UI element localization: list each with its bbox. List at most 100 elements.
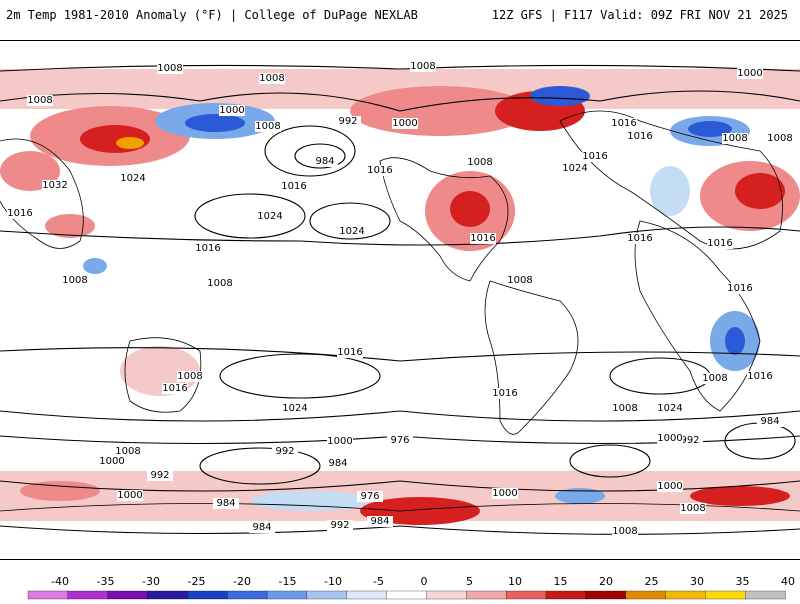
isobar-high xyxy=(219,353,381,399)
coastlines xyxy=(0,110,800,512)
isobar-label-bg xyxy=(99,456,125,467)
isobar-label-bg xyxy=(657,433,683,444)
isobar-label: 1008 xyxy=(255,121,280,132)
isobar-label: 1000 xyxy=(219,105,244,116)
isobar-low xyxy=(199,447,321,485)
isobar-label: 1008 xyxy=(507,275,532,286)
run-info: 12Z GFS | F117 Valid: 09Z FRI NOV 21 202… xyxy=(491,8,788,22)
isobar-label-bg xyxy=(213,498,239,509)
south-indian-warm-core xyxy=(690,486,790,506)
colorbar-tick-label: -10 xyxy=(324,575,342,588)
isobar-label-bg xyxy=(410,61,436,72)
isobar-label-bg xyxy=(627,131,653,142)
colorbar-tick-label: 25 xyxy=(645,575,659,588)
colorbar-swatch xyxy=(745,590,786,600)
isobar-label-bg xyxy=(657,403,683,414)
isobar-label-bg xyxy=(281,181,307,192)
isobar-label-bg xyxy=(737,68,763,79)
colorbar-tick-label: 35 xyxy=(736,575,750,588)
isobar-label: 1024 xyxy=(339,226,364,237)
colorbar-swatch xyxy=(67,590,109,600)
isobar-label-bg xyxy=(327,520,353,531)
isobar-label-bg xyxy=(162,383,188,394)
isobar-label: 984 xyxy=(315,156,334,167)
isobar-label: 1016 xyxy=(727,283,752,294)
isobar-label: 976 xyxy=(360,491,379,502)
isobar-label-bg xyxy=(470,233,496,244)
colorbar-swatch xyxy=(147,590,189,600)
isobar-label-bg xyxy=(612,526,638,537)
isobar-label-bg xyxy=(707,238,733,249)
colorbar-tick-label: 30 xyxy=(690,575,704,588)
africa-coast xyxy=(634,220,761,412)
isobar-label-bg xyxy=(677,435,703,446)
colorbar-swatch xyxy=(227,590,268,600)
colorbar: -40 -35 -30 -25 -20 -15 -10 -5 0 5 10 15 20 25 30 35 40 xyxy=(0,570,800,600)
isobar-label-bg xyxy=(492,488,518,499)
isobar-label-bg xyxy=(177,371,203,382)
colorbar-swatch xyxy=(426,590,467,600)
isobar-label: 1008 xyxy=(27,95,52,106)
isobar-label: 1008 xyxy=(259,73,284,84)
isobar-label-bg xyxy=(257,211,283,222)
isobar-label-bg xyxy=(492,388,518,399)
isobar-label: 1008 xyxy=(467,157,492,168)
isobar-label-bg xyxy=(562,163,588,174)
colorbar-swatch xyxy=(665,590,706,600)
isobar-label-bg xyxy=(357,491,383,502)
isobar-label: 1016 xyxy=(627,233,652,244)
isobar-low xyxy=(294,143,346,169)
isobar-label-bg xyxy=(727,283,753,294)
isobar-label-bg xyxy=(27,95,53,106)
isobar-high xyxy=(194,193,306,239)
eurasia-coast xyxy=(559,110,783,250)
east-africa-cold-core xyxy=(725,327,745,355)
south-america-coast xyxy=(484,280,579,435)
isobar-label: 1000 xyxy=(657,433,682,444)
isobar-low xyxy=(569,444,651,478)
isobar-label: 1016 xyxy=(492,388,517,399)
isobar-label: 976 xyxy=(390,435,409,446)
isobar-label: 1000 xyxy=(492,488,517,499)
isobar-label: 1008 xyxy=(612,526,637,537)
isobar-label: 1000 xyxy=(657,481,682,492)
isobar-line xyxy=(0,90,800,112)
isobar-label: 1008 xyxy=(612,403,637,414)
isobar-label: 1016 xyxy=(195,243,220,254)
cold-anomaly-shading xyxy=(83,86,760,511)
colorbar-tick-label: -25 xyxy=(188,575,206,588)
north-america-coast xyxy=(379,157,509,282)
isobar-label-bg xyxy=(259,73,285,84)
isobar-label-bg xyxy=(312,156,338,167)
colorbar-tick-label: -30 xyxy=(142,575,160,588)
isobar-low xyxy=(724,422,796,460)
isobar-label: 1008 xyxy=(702,373,727,384)
siberia-cold-core xyxy=(688,121,732,137)
isobar-label-bg xyxy=(757,416,783,427)
se-asia-cold-anomaly xyxy=(83,258,107,274)
colorbar-tick-label: -35 xyxy=(97,575,115,588)
chart-title: 2m Temp 1981-2010 Anomaly (°F) | College… xyxy=(6,8,418,22)
colorbar-tick-label: -5 xyxy=(373,575,384,588)
antarctica-coast xyxy=(0,503,800,512)
isobar-label-bg xyxy=(115,446,141,457)
isobar-label-bg xyxy=(387,435,413,446)
colorbar-ticks: -40 -35 -30 -25 -20 -15 -10 -5 0 5 10 15 20 25 30 35 40 xyxy=(51,575,795,588)
isobar-label: 1016 xyxy=(582,151,607,162)
colorbar-boxes xyxy=(27,590,786,600)
colorbar-swatch xyxy=(585,590,627,600)
australia-coast xyxy=(124,337,202,413)
anomaly-map[interactable]: 1008 1008 1008 1008 1000 992 984 1008 1000 1016 10… xyxy=(0,40,800,560)
isobar-label-bg xyxy=(325,458,351,469)
colorbar-tick-label: 15 xyxy=(554,575,568,588)
colorbar-tick-label: 5 xyxy=(466,575,473,588)
isobar-label: 1008 xyxy=(410,61,435,72)
colorbar-swatch xyxy=(505,590,547,600)
colorbar-tick-label: 0 xyxy=(421,575,428,588)
isobar-label: 1008 xyxy=(207,278,232,289)
isobar-label: 1016 xyxy=(281,181,306,192)
isobar-label: 992 xyxy=(680,435,699,446)
isobar-label: 1008 xyxy=(177,371,202,382)
colorbar-swatch xyxy=(625,590,667,600)
